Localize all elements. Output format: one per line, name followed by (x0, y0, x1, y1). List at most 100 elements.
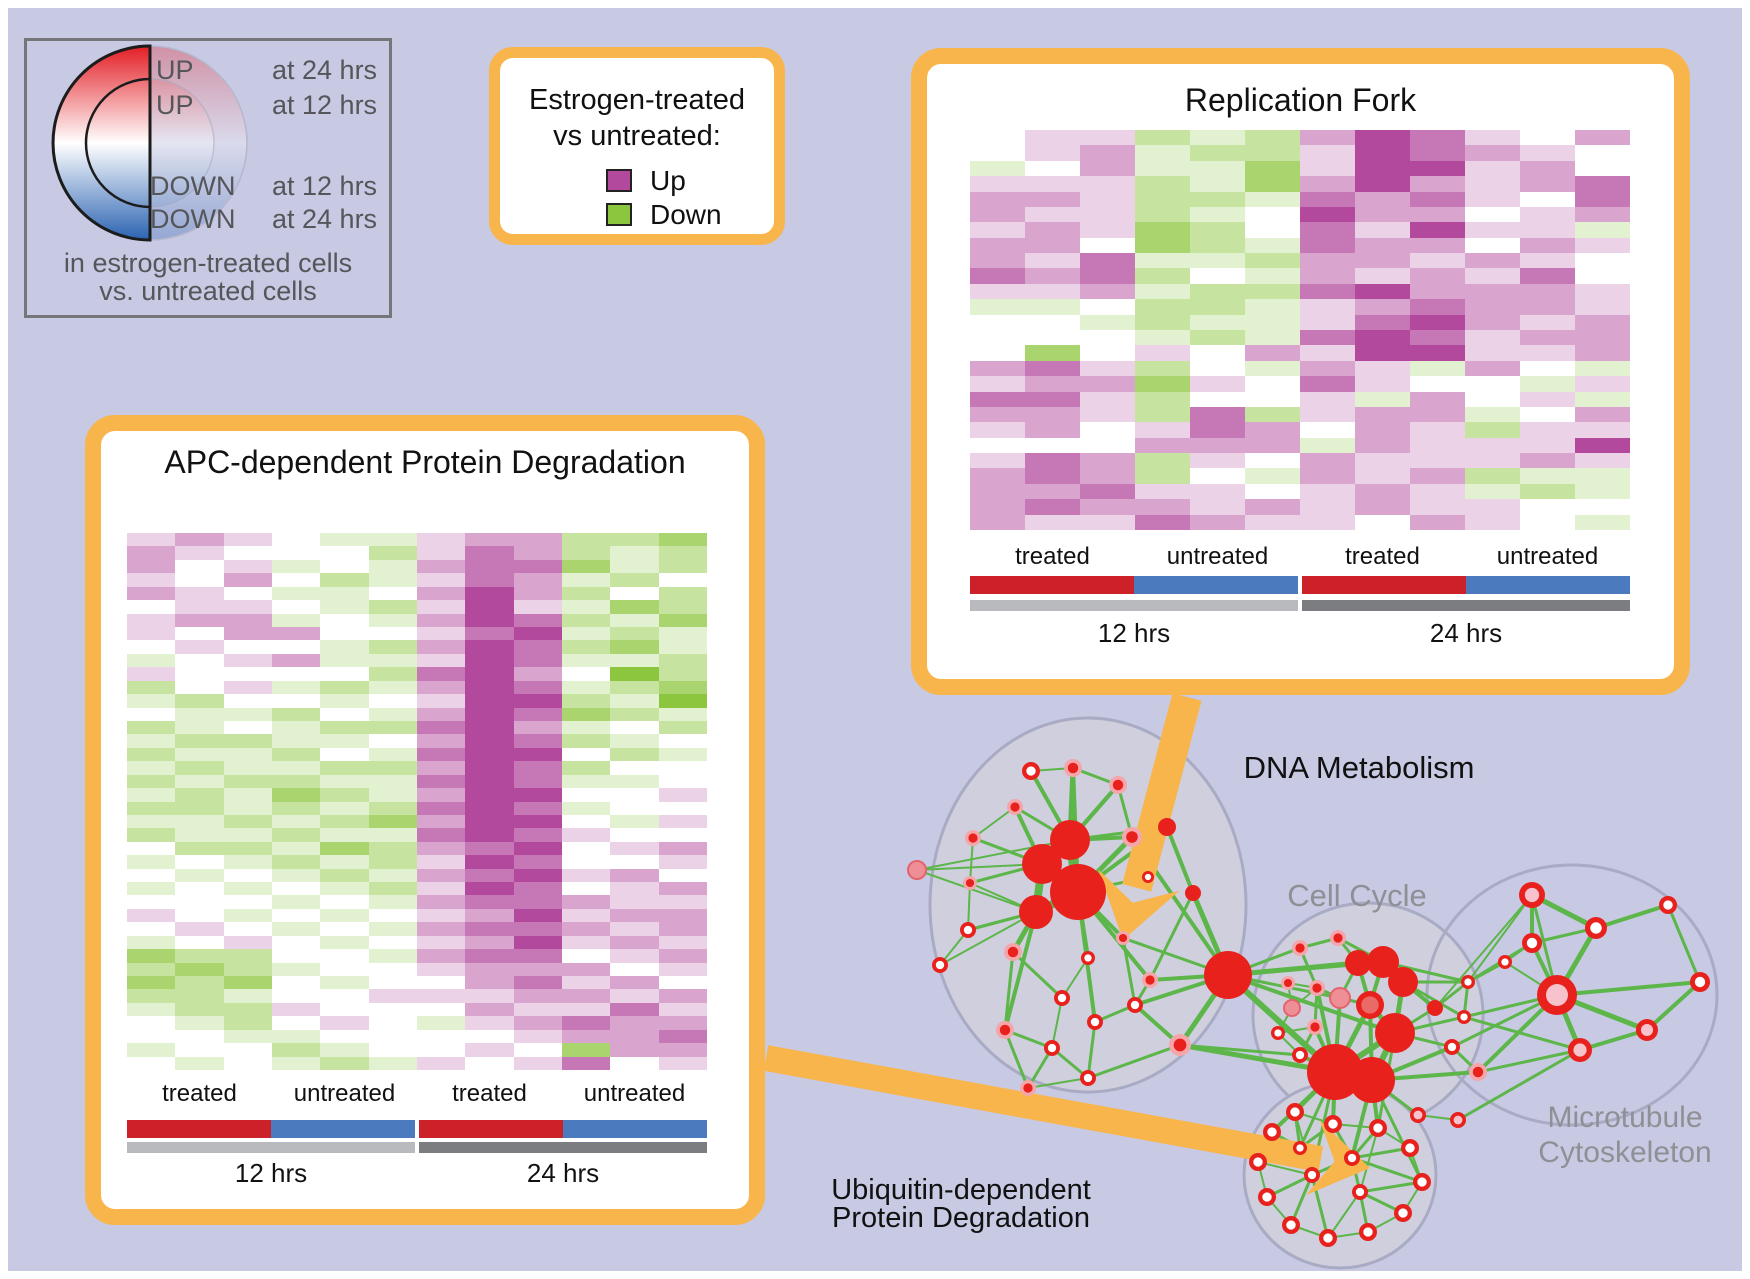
heat-cell (561, 1002, 611, 1017)
heat-cell (271, 546, 321, 560)
heat-cell (658, 1002, 707, 1017)
heat-cell (658, 546, 707, 560)
heat-cell (1025, 299, 1080, 315)
heat-cell (1080, 145, 1135, 161)
heat-cell (1355, 268, 1410, 284)
heat-cell (1080, 514, 1135, 530)
heat-cell (1520, 314, 1575, 330)
heat-cell (610, 935, 659, 950)
heat-cell (1300, 283, 1355, 300)
heat-cell (658, 626, 707, 641)
heat-cell (1300, 406, 1355, 423)
heat-cell (271, 613, 321, 627)
heat-cell (658, 559, 707, 574)
treated-bar (419, 1120, 563, 1138)
heat-cell (513, 814, 562, 829)
heat-cell (416, 814, 466, 829)
heat-cell (271, 962, 321, 977)
heat-cell (1300, 514, 1355, 530)
heat-cell (1190, 176, 1245, 192)
heat-cell (1575, 406, 1630, 423)
heat-cell (1465, 160, 1520, 177)
heat-cell (1190, 130, 1245, 146)
heat-cell (416, 962, 466, 977)
replication-fork-heatmap (970, 130, 1630, 530)
heat-cell (1245, 468, 1300, 484)
microtubule-label-line2: Cytoskeleton (1538, 1136, 1712, 1169)
heat-cell (1520, 468, 1575, 484)
heat-cell (127, 707, 176, 721)
heat-cell (320, 707, 369, 721)
condition-group-label: treated (452, 1080, 527, 1107)
heat-cell (1245, 268, 1300, 284)
heat-cell (223, 613, 272, 627)
heat-cell (175, 841, 224, 856)
heat-cell (1245, 253, 1300, 269)
heat-cell (271, 653, 321, 668)
heat-cell (658, 962, 707, 977)
heat-cell (465, 761, 514, 775)
heat-cell (1410, 406, 1465, 423)
heat-cell (1465, 391, 1520, 407)
heat-cell (1300, 314, 1355, 330)
heat-cell (513, 761, 562, 775)
heat-cell (1465, 406, 1520, 423)
condition-group-label: treated (1015, 543, 1090, 570)
heat-cell (127, 1016, 176, 1030)
heat-cell (127, 855, 176, 869)
heat-cell (416, 1002, 466, 1017)
heat-cell (320, 841, 369, 856)
heat-cell (610, 600, 659, 614)
heat-cell (127, 962, 176, 977)
heat-cell (416, 841, 466, 856)
heat-cell (970, 437, 1025, 454)
heat-cell (465, 922, 514, 936)
heat-cell (610, 855, 659, 869)
heat-cell (1190, 406, 1245, 423)
heat-cell (561, 922, 611, 936)
heat-cell (970, 191, 1025, 207)
heat-cell (658, 882, 707, 896)
heat-cell (368, 559, 417, 574)
heat-cell (513, 788, 562, 802)
heat-cell (465, 788, 514, 802)
heat-cell (561, 1016, 611, 1030)
heat-cell (1300, 145, 1355, 161)
heat-cell (1575, 176, 1630, 192)
heat-cell (513, 1002, 562, 1017)
heat-cell (1080, 253, 1135, 269)
heat-cell (271, 922, 321, 936)
heat-cell (513, 801, 562, 815)
heat-cell (416, 573, 466, 587)
heat-cell (1025, 145, 1080, 161)
heat-cell (320, 747, 369, 762)
heat-cell (175, 882, 224, 896)
heat-cell (658, 640, 707, 654)
treated-bar (1302, 576, 1466, 594)
heat-cell (416, 747, 466, 762)
heat-cell (1245, 130, 1300, 146)
heat-cell (1355, 222, 1410, 238)
heat-cell (1575, 483, 1630, 500)
heat-cell (368, 613, 417, 627)
heat-cell (1135, 283, 1190, 300)
heat-cell (1300, 360, 1355, 377)
heat-cell (1080, 406, 1135, 423)
treated-bar (970, 576, 1134, 594)
heat-cell (513, 774, 562, 789)
heat-cell (1355, 437, 1410, 454)
heat-cell (320, 1056, 369, 1070)
heat-cell (368, 600, 417, 614)
heat-cell (175, 573, 224, 587)
heat-cell (1025, 345, 1080, 361)
heat-cell (127, 868, 176, 883)
heat-cell (1355, 329, 1410, 346)
heat-cell (271, 747, 321, 762)
heat-cell (1025, 283, 1080, 300)
heat-cell (1080, 222, 1135, 238)
heat-cell (416, 667, 466, 681)
heat-cell (368, 935, 417, 950)
heat-cell (1300, 253, 1355, 269)
heat-cell (1355, 145, 1410, 161)
